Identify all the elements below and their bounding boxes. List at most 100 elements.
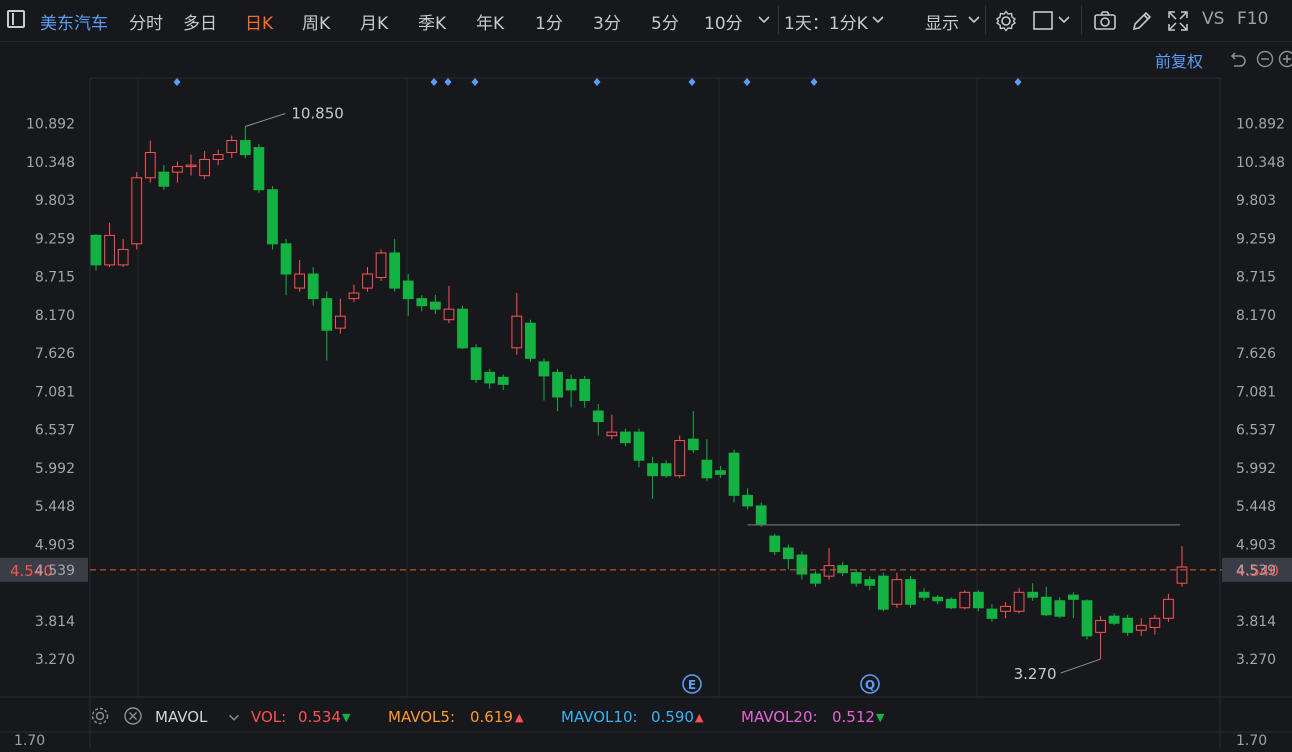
indicator-settings-icon[interactable] <box>90 706 110 726</box>
candle-body <box>729 453 739 495</box>
tab-daily-k[interactable]: 日K <box>245 9 273 34</box>
candle-body <box>688 439 698 450</box>
candle-body <box>838 566 848 573</box>
tab-monthly-k[interactable]: 月K <box>360 9 388 34</box>
y-axis-left: 10.89210.3489.8039.2598.7158.1707.6267.0… <box>26 117 75 669</box>
candle-body <box>607 432 617 436</box>
candle-body <box>1001 606 1011 611</box>
tab-multi-day[interactable]: 多日 <box>183 9 217 34</box>
indicator-close-icon[interactable] <box>123 706 143 726</box>
event-diamond-icon <box>472 78 479 86</box>
candle-body <box>512 316 522 348</box>
fullscreen-icon[interactable] <box>1166 9 1190 33</box>
y-tick-label-left: 4.903 <box>35 537 75 553</box>
tab-10min[interactable]: 10分 <box>704 9 743 34</box>
event-diamond-icon <box>431 78 438 86</box>
y-tick-label-left: 8.170 <box>35 308 75 324</box>
candle-body <box>390 253 400 288</box>
candle-body <box>566 379 576 390</box>
event-diamond-icon <box>1015 78 1022 86</box>
more-periods-chevron-icon[interactable] <box>756 12 772 28</box>
candle-body <box>471 348 481 380</box>
sidebar-toggle-icon[interactable] <box>7 10 25 28</box>
candle-body <box>811 574 821 583</box>
tab-timeshare[interactable]: 分时 <box>129 9 163 34</box>
candle-body <box>1109 616 1119 623</box>
candle-body <box>335 316 345 328</box>
candle-body <box>824 566 834 577</box>
candle-body <box>145 152 155 177</box>
toolbar-divider <box>778 6 779 34</box>
earnings-event-marker: E <box>688 678 696 692</box>
candle-body <box>376 253 386 278</box>
candle-body <box>797 555 807 574</box>
candle-body <box>458 309 468 348</box>
y-tick-label-right: 10.348 <box>1236 155 1285 171</box>
low-leader-line <box>1061 659 1101 673</box>
candle-body <box>173 167 183 173</box>
tab-weekly-k[interactable]: 周K <box>302 9 330 34</box>
tab-3min[interactable]: 3分 <box>593 9 621 34</box>
candle-body <box>756 506 766 525</box>
candle-body <box>485 372 495 383</box>
indicator-chevron-icon[interactable] <box>227 711 241 725</box>
candle-body <box>200 160 210 176</box>
y-tick-label-left: 3.814 <box>35 614 75 630</box>
event-diamond-icon <box>744 78 751 86</box>
candle-body <box>349 293 359 299</box>
candle-body <box>987 609 997 618</box>
y-tick-label-left: 9.803 <box>35 193 75 209</box>
camera-icon[interactable] <box>1093 9 1117 33</box>
y-tick-label-right: 7.626 <box>1236 346 1276 362</box>
display-chevron-icon[interactable] <box>966 12 982 28</box>
y-tick-label-right: 8.715 <box>1236 269 1276 285</box>
event-diamond-icon <box>445 78 452 86</box>
f10-button[interactable]: F10 <box>1237 9 1268 29</box>
candle-series <box>91 126 1187 659</box>
display-menu[interactable]: 显示 <box>925 9 959 34</box>
window-layout-icon[interactable] <box>1032 9 1056 33</box>
event-diamond-icon <box>174 78 181 86</box>
candle-body <box>1150 618 1160 627</box>
tab-5min[interactable]: 5分 <box>651 9 679 34</box>
indicator-name[interactable]: MAVOL <box>155 708 207 726</box>
candle-body <box>498 377 508 384</box>
settings-gear-icon[interactable] <box>994 9 1018 33</box>
candle-body <box>1082 601 1092 636</box>
toolbar: 美东汽车 分时 多日 日K 周K 月K 季K 年K 1分 3分 5分 10分 1… <box>0 0 1292 42</box>
candle-body <box>851 573 861 584</box>
combo-chevron-icon[interactable] <box>870 12 886 28</box>
layout-chevron-icon[interactable] <box>1056 12 1072 28</box>
high-leader-line <box>245 113 285 126</box>
candle-body <box>553 372 563 397</box>
y-tick-label-left: 6.537 <box>35 423 75 439</box>
y-tick-label-left: 10.892 <box>26 117 75 133</box>
y-tick-label-right: 8.170 <box>1236 308 1276 324</box>
y-tick-label-right: 4.903 <box>1236 537 1276 553</box>
period-combo-select[interactable]: 1天：1分K <box>784 9 868 34</box>
mavol20-value: 0.512 <box>832 708 875 726</box>
candle-body <box>444 309 454 320</box>
candle-body <box>1028 592 1038 597</box>
y-tick-label-right: 6.537 <box>1236 423 1276 439</box>
high-price-label: 10.850 <box>291 104 344 122</box>
tab-quarterly-k[interactable]: 季K <box>418 9 446 34</box>
candle-body <box>634 432 644 460</box>
y-tick-label-right: 7.081 <box>1236 384 1276 400</box>
draw-pen-icon[interactable] <box>1130 9 1154 33</box>
y-tick-label-left: 3.270 <box>35 652 75 668</box>
candle-body <box>227 141 237 153</box>
low-price-label: 3.270 <box>1014 665 1057 683</box>
candle-body <box>363 274 373 288</box>
candle-body <box>295 274 305 288</box>
tab-yearly-k[interactable]: 年K <box>476 9 504 34</box>
y-tick-label-right: 9.259 <box>1236 231 1276 247</box>
candle-body <box>770 536 780 551</box>
stock-name[interactable]: 美东汽车 <box>40 9 108 34</box>
tab-1min[interactable]: 1分 <box>535 9 563 34</box>
mavol5-label: MAVOL5: <box>388 708 455 726</box>
candle-body <box>1014 592 1024 611</box>
compare-vs-button[interactable]: VS <box>1202 9 1224 29</box>
